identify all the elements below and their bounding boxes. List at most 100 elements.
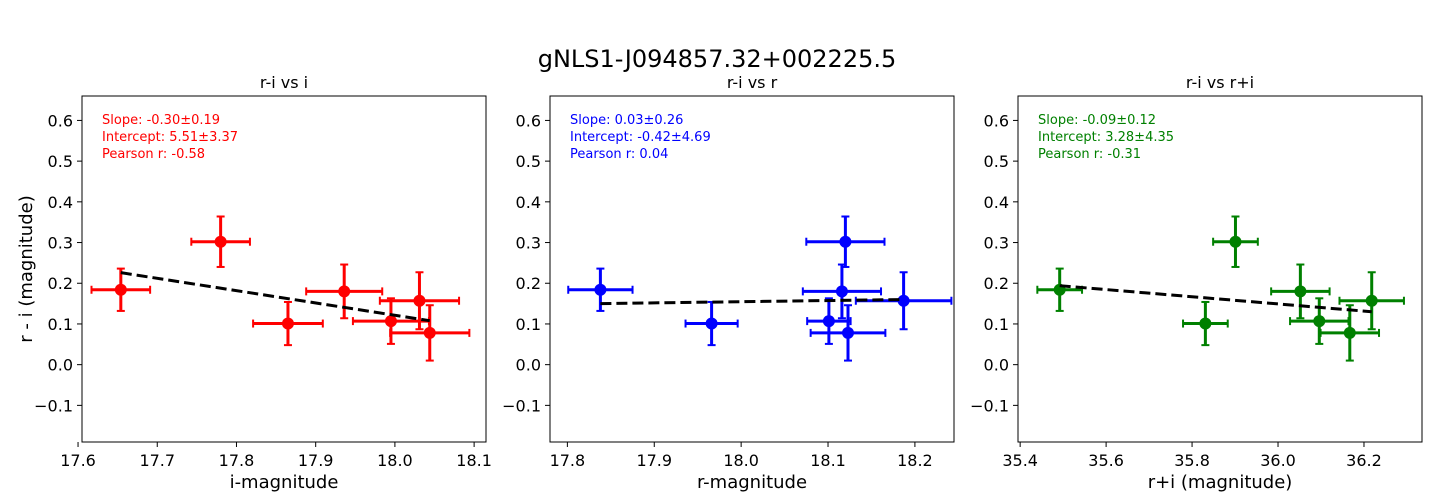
scatter-point <box>281 317 294 330</box>
y-tick-label: 0.3 <box>516 234 541 253</box>
data-point-1 <box>567 267 634 312</box>
y-tick-label: −0.1 <box>34 396 73 415</box>
data-point-7 <box>854 271 953 331</box>
y-tick-label: 0.2 <box>48 274 73 293</box>
y-tick-label: 0.1 <box>48 315 73 334</box>
panel-title: r-i vs i <box>260 73 308 92</box>
scatter-point <box>1294 285 1307 298</box>
data-point-4 <box>1270 263 1331 320</box>
data-point-1 <box>90 267 152 312</box>
data-point-6 <box>1319 304 1381 362</box>
scatter-point <box>835 285 848 298</box>
data-point-6 <box>378 271 461 331</box>
plot-frame <box>81 95 487 443</box>
y-tick-label: 0.3 <box>984 234 1009 253</box>
y-tick-label: 0.6 <box>48 111 73 130</box>
stats-annotation-line: Intercept: 5.51±3.37 <box>102 130 238 145</box>
y-axis-label: r - i (magnitude) <box>16 195 37 342</box>
y-tick-label: 0.6 <box>984 111 1009 130</box>
x-tick-label: 18.0 <box>723 451 759 470</box>
scatter-point <box>839 235 852 248</box>
fit-line <box>120 271 430 323</box>
y-tick-label: 0.1 <box>984 315 1009 334</box>
data-point-5 <box>805 215 886 268</box>
y-tick-label: 0.4 <box>516 193 541 212</box>
data-point-4 <box>305 263 384 320</box>
y-tick-label: 0.0 <box>984 356 1009 375</box>
plot-area <box>550 96 954 442</box>
scatter-point <box>822 315 835 328</box>
scatter-point <box>705 317 718 330</box>
data-point-3 <box>1212 215 1259 268</box>
y-tick-label: −0.1 <box>502 396 541 415</box>
y-tick-label: 0.5 <box>48 152 73 171</box>
x-tick-label: 17.6 <box>60 451 96 470</box>
scatter-point <box>1313 315 1326 328</box>
y-tick-label: 0.5 <box>984 152 1009 171</box>
x-tick-label: 17.9 <box>298 451 334 470</box>
panel-title: r-i vs r <box>727 73 778 92</box>
scatter-point <box>842 326 855 339</box>
data-point-2 <box>190 215 251 268</box>
x-tick-label: 36.0 <box>1260 451 1296 470</box>
scatter-point <box>384 315 397 328</box>
x-tick-label: 17.8 <box>219 451 255 470</box>
y-tick-label: 0.0 <box>48 356 73 375</box>
panel-title: r-i vs r+i <box>1186 73 1254 92</box>
y-tick-label: 0.2 <box>984 274 1009 293</box>
stats-annotation-line: Slope: -0.30±0.19 <box>102 113 220 128</box>
y-tick-label: −0.1 <box>970 396 1009 415</box>
x-tick-label: 18.1 <box>456 451 492 470</box>
scatter-point <box>214 235 227 248</box>
scatter-point <box>1199 317 1212 330</box>
fit-line <box>600 298 904 306</box>
y-tick-label: 0.2 <box>516 274 541 293</box>
panel-3: r-i vs r+i 35.4 35.6 35.8 36.0 36.2 −0.1 0.0 0.1… <box>970 73 1423 493</box>
x-tick-label: 17.8 <box>550 451 586 470</box>
x-tick-label: 17.9 <box>636 451 672 470</box>
scatter-point <box>423 326 436 339</box>
scatter-point <box>594 283 607 296</box>
x-tick-label: 35.4 <box>1002 451 1038 470</box>
x-axis-label: i-magnitude <box>230 472 339 493</box>
scatter-point <box>897 294 910 307</box>
plot-frame <box>549 95 955 443</box>
data-point-3 <box>252 300 324 347</box>
data-point-7 <box>1338 271 1405 331</box>
x-axis-label: r+i (magnitude) <box>1148 472 1293 493</box>
x-tick-label: 36.2 <box>1346 451 1382 470</box>
x-axis-label: r-magnitude <box>697 472 807 493</box>
stats-annotation-line: Slope: -0.09±0.12 <box>1038 113 1156 128</box>
y-tick-label: 0.1 <box>516 315 541 334</box>
scatter-point <box>1365 294 1378 307</box>
stats-annotation-line: Pearson r: -0.58 <box>102 147 205 162</box>
plot-frame <box>1017 95 1423 443</box>
data-point-7 <box>389 304 471 362</box>
y-tick-label: 0.5 <box>516 152 541 171</box>
x-tick-label: 35.6 <box>1088 451 1124 470</box>
data-point-2 <box>1182 300 1229 347</box>
panel-1: r-i vs i 17.6 17.7 17.8 17.9 18.0 18.1 −0.1 0.0 0… <box>16 73 492 493</box>
plot-area <box>1018 96 1422 442</box>
stats-annotation-line: Slope: 0.03±0.26 <box>570 113 683 128</box>
x-tick-label: 18.0 <box>377 451 413 470</box>
y-tick-label: 0.3 <box>48 234 73 253</box>
scatter-point <box>114 283 127 296</box>
scatter-point <box>1343 326 1356 339</box>
plot-area <box>82 96 486 442</box>
data-point-5 <box>351 297 430 345</box>
data-point-2 <box>684 300 739 347</box>
scatter-point <box>413 294 426 307</box>
data-point-3 <box>806 297 852 345</box>
x-tick-label: 17.7 <box>139 451 175 470</box>
stats-annotation-line: Pearson r: -0.31 <box>1038 147 1141 162</box>
fit-line <box>1059 284 1372 314</box>
y-tick-label: 0.4 <box>48 193 73 212</box>
stats-annotation-line: Intercept: -0.42±4.69 <box>570 130 711 145</box>
y-tick-label: 0.6 <box>516 111 541 130</box>
scatter-point <box>338 285 351 298</box>
x-tick-label: 18.1 <box>810 451 846 470</box>
y-tick-label: 0.0 <box>516 356 541 375</box>
x-tick-label: 18.2 <box>897 451 933 470</box>
